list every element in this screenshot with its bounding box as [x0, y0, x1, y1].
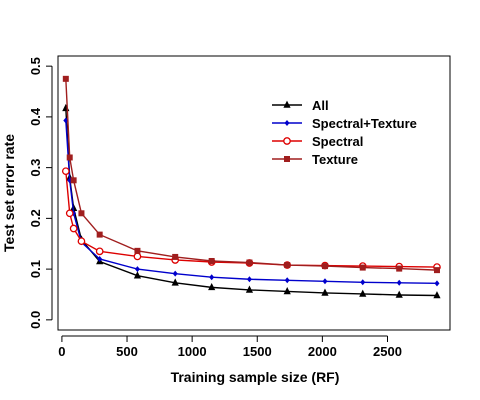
- data-point: [208, 257, 215, 264]
- data-point: [62, 75, 69, 82]
- series-line: [65, 78, 438, 271]
- y-axis-label: Test set error rate: [1, 134, 17, 252]
- legend: All Spectral+Texture Spectral Texture: [272, 98, 417, 167]
- data-point: [284, 262, 291, 269]
- series-group: [61, 75, 441, 299]
- data-point: [245, 285, 254, 293]
- data-point: [396, 279, 402, 286]
- data-point: [78, 210, 85, 217]
- x-tick-label: 1000: [178, 344, 207, 359]
- series-texture: [62, 75, 440, 274]
- data-point: [209, 274, 215, 281]
- y-axis: 0.0 0.1 0.2 0.3 0.4 0.5: [28, 57, 53, 329]
- y-tick-label: 0.0: [28, 311, 43, 329]
- legend-marker: [283, 137, 291, 145]
- legend-label: Spectral+Texture: [312, 116, 417, 131]
- data-point: [95, 247, 104, 256]
- series-spectral: [61, 167, 441, 271]
- data-point: [171, 278, 179, 286]
- data-point: [359, 289, 367, 297]
- plot-frame: [57, 55, 451, 331]
- y-tick-label: 0.2: [28, 209, 43, 227]
- data-point: [284, 277, 290, 284]
- data-point: [77, 237, 86, 246]
- data-point: [321, 263, 328, 270]
- data-point: [63, 117, 69, 124]
- legend-item: All: [272, 98, 329, 113]
- plot-area: [57, 55, 451, 331]
- series-line: [65, 120, 437, 285]
- data-point: [322, 278, 328, 285]
- y-tick-label: 0.5: [28, 57, 43, 75]
- y-tick-label: 0.1: [28, 260, 43, 278]
- data-point: [433, 291, 441, 299]
- x-tick-label: 0: [58, 344, 65, 359]
- data-point: [433, 267, 440, 274]
- legend-label: Spectral: [312, 134, 363, 149]
- data-point: [395, 290, 403, 298]
- series-line: [65, 171, 437, 268]
- data-point: [283, 287, 291, 295]
- x-axis-label: Training sample size (RF): [171, 369, 340, 385]
- data-point: [208, 282, 216, 291]
- data-point: [70, 177, 77, 184]
- data-point: [396, 265, 403, 272]
- legend-item: Spectral: [272, 134, 363, 149]
- data-point: [96, 231, 103, 238]
- data-point: [134, 247, 141, 254]
- data-point: [133, 252, 142, 261]
- data-point: [434, 280, 440, 287]
- x-tick-label: 2000: [308, 344, 337, 359]
- data-point: [246, 259, 253, 266]
- legend-marker: [284, 156, 290, 162]
- data-point: [61, 167, 70, 176]
- x-tick-label: 2500: [373, 344, 402, 359]
- data-point: [172, 253, 179, 260]
- x-tick-label: 500: [116, 344, 138, 359]
- y-tick-label: 0.4: [28, 107, 43, 126]
- x-tick-label: 1500: [243, 344, 272, 359]
- data-point: [66, 154, 73, 161]
- data-point: [134, 266, 140, 273]
- y-tick-label: 0.3: [28, 159, 43, 177]
- legend-item: Spectral+Texture: [272, 116, 417, 131]
- data-point: [133, 271, 142, 279]
- legend-label: All: [312, 98, 329, 113]
- legend-marker: [284, 120, 290, 126]
- data-point: [172, 270, 178, 277]
- series-all: [62, 103, 441, 299]
- data-point: [69, 224, 78, 233]
- legend-item: Texture: [272, 152, 358, 167]
- data-point: [65, 209, 74, 218]
- data-point: [62, 103, 70, 112]
- x-axis: 0 500 1000 1500 2000 2500: [58, 335, 402, 359]
- data-point: [359, 264, 366, 271]
- data-point: [97, 255, 103, 262]
- data-point: [360, 279, 366, 286]
- data-point: [321, 288, 329, 296]
- legend-label: Texture: [312, 152, 358, 167]
- legend-marker: [283, 100, 291, 108]
- data-point: [246, 276, 252, 283]
